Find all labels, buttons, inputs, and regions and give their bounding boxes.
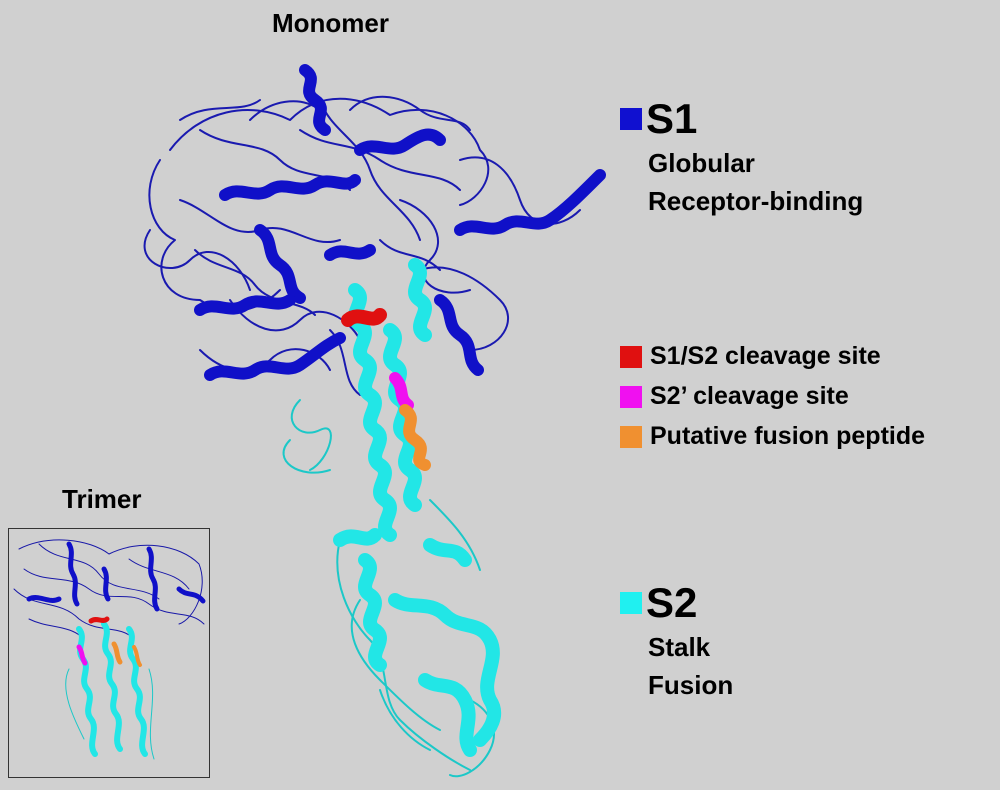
legend-s1s2-cleavage: S1/S2 cleavage site <box>620 344 881 369</box>
legend-fusion-peptide-label: Putative fusion peptide <box>650 422 926 450</box>
s2-line-1: Stalk <box>648 632 711 662</box>
s2-swatch <box>620 592 642 614</box>
s1-line-1: Globular <box>648 148 755 178</box>
trimer-inset <box>8 528 210 778</box>
fusion-peptide-swatch <box>620 425 642 448</box>
legend-s1s2-label: S1/S2 cleavage site <box>650 342 881 370</box>
s1s2-cleavage-site <box>341 308 387 327</box>
s1-coils <box>143 95 581 396</box>
s2-heading: S2 <box>620 582 697 624</box>
s2-line-2: Fusion <box>648 670 734 700</box>
s1-heading: S1 <box>620 98 697 140</box>
s1-heading-text: S1 <box>646 95 698 142</box>
s2-prime-cleavage-site <box>389 372 414 411</box>
fusion-peptide <box>399 404 431 471</box>
s2-helices <box>333 258 502 757</box>
s1-line-2: Receptor-binding <box>648 186 864 216</box>
legend-s2-prime-cleavage: S2’ cleavage site <box>620 384 849 409</box>
s2-prime-swatch <box>620 385 642 408</box>
legend-s2-prime-label: S2’ cleavage site <box>650 382 849 410</box>
s2-heading-text: S2 <box>646 579 698 626</box>
trimer-structure <box>13 539 206 760</box>
legend-fusion-peptide: Putative fusion peptide <box>620 424 925 449</box>
monomer-title: Monomer <box>272 8 389 38</box>
s2-coils <box>282 399 495 778</box>
s1-helices <box>194 64 606 381</box>
trimer-title: Trimer <box>62 484 142 514</box>
s1-swatch <box>620 108 642 130</box>
s1s2-swatch <box>620 345 642 368</box>
